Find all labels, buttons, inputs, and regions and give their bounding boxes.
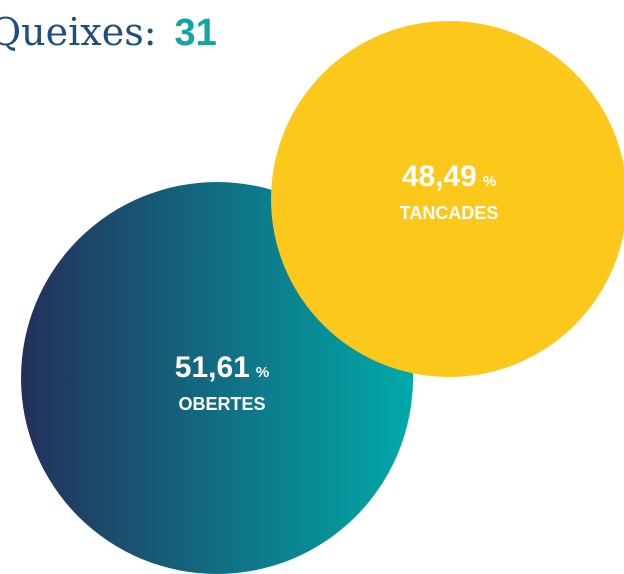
category-label-tancades: TANCADES xyxy=(400,203,499,223)
value-number-tancades: 48,49 xyxy=(402,160,477,193)
value-label-obertes: 51,61% xyxy=(175,351,269,384)
value-number-obertes: 51,61 xyxy=(175,351,250,384)
value-unit-tancades: % xyxy=(483,173,496,190)
bubble-tancades xyxy=(271,21,624,377)
value-label-tancades: 48,49% xyxy=(402,160,496,193)
title-text: Queixes: xyxy=(0,10,157,54)
value-unit-obertes: % xyxy=(256,364,269,381)
title-count: 31 xyxy=(174,12,217,54)
chart-title: Queixes: 31 xyxy=(0,0,217,64)
category-label-obertes: OBERTES xyxy=(178,394,265,414)
